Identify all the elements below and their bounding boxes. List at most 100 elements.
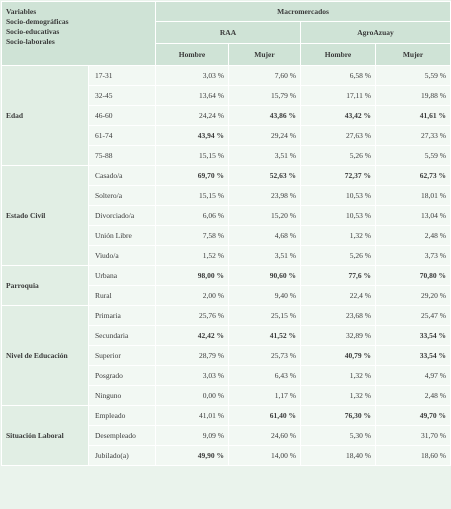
- value-cell: 15,79 %: [228, 85, 301, 106]
- value-cell: 3,03 %: [155, 65, 229, 86]
- value-cell: 15,15 %: [155, 185, 229, 206]
- value-cell: 76,30 %: [300, 405, 376, 426]
- value-cell: 49,90 %: [155, 445, 229, 466]
- gender-header: Hombre: [300, 43, 376, 66]
- row-label: Posgrado: [88, 365, 156, 386]
- value-cell: 2,48 %: [374, 385, 451, 406]
- table-row: Secundaria 42,42 % 41,52 % 32,89 % 33,54 %: [2, 325, 451, 346]
- value-cell: 5,30 %: [300, 425, 376, 446]
- market-header: AgroAzuay: [299, 21, 451, 44]
- value-cell: 29,20 %: [374, 285, 451, 306]
- group-label: Edad: [1, 65, 89, 166]
- value-cell: 43,86 %: [228, 105, 301, 126]
- value-cell: 41,01 %: [155, 405, 229, 426]
- value-cell: 1,52 %: [155, 245, 229, 266]
- table-row: Unión Libre 7,58 % 4,68 % 1,32 % 2,48 %: [2, 225, 451, 246]
- value-cell: 22,4 %: [300, 285, 376, 306]
- header-line: Socio-educativas: [6, 27, 60, 36]
- row-label: Unión Libre: [88, 225, 156, 246]
- variables-header: Variables Socio-demográficas Socio-educa…: [1, 1, 156, 66]
- table-row: Estado Civil Casado/a 69,70 % 52,63 % 72,37 …: [1, 165, 451, 266]
- value-cell: 24,24 %: [155, 105, 229, 126]
- header-line: Socio-laborales: [6, 37, 55, 46]
- value-cell: 23,98 %: [228, 185, 301, 206]
- table-row: Nivel de Educación Primaria 25,76 % 25,15 %…: [1, 305, 451, 406]
- value-cell: 1,17 %: [228, 385, 301, 406]
- value-cell: 43,42 %: [300, 105, 376, 126]
- table-row: Rural 2,00 % 9,40 % 22,4 % 29,20 %: [2, 285, 451, 306]
- table-body: Edad 17-31 3,03 % 7,60 % 6,58 % 5,59 % 32-45 13…: [1, 65, 451, 466]
- market-header: RAA: [155, 21, 301, 44]
- row-label: Primaria: [88, 305, 156, 326]
- value-cell: 15,15 %: [155, 145, 229, 166]
- value-cell: 1,32 %: [300, 225, 376, 246]
- value-cell: 18,60 %: [374, 445, 451, 466]
- value-cell: 41,52 %: [228, 325, 301, 346]
- gender-header: Mujer: [374, 43, 451, 66]
- value-cell: 4,97 %: [374, 365, 451, 386]
- value-cell: 14,00 %: [228, 445, 301, 466]
- value-cell: 70,80 %: [374, 265, 451, 286]
- value-cell: 31,70 %: [374, 425, 451, 446]
- value-cell: 77,6 %: [300, 265, 376, 286]
- gender-header: Hombre: [155, 43, 229, 66]
- value-cell: 18,01 %: [374, 185, 451, 206]
- value-cell: 3,51 %: [228, 145, 301, 166]
- value-cell: 69,70 %: [155, 165, 229, 186]
- value-cell: 43,94 %: [155, 125, 229, 146]
- table-row: Edad 17-31 3,03 % 7,60 % 6,58 % 5,59 %: [1, 65, 451, 166]
- row-label: 17-31: [88, 65, 156, 86]
- value-cell: 9,40 %: [228, 285, 301, 306]
- value-cell: 90,60 %: [228, 265, 301, 286]
- row-label: Soltero/a: [88, 185, 156, 206]
- table-row: 75-88 15,15 % 3,51 % 5,26 % 5,59 %: [2, 145, 451, 166]
- value-cell: 5,26 %: [300, 245, 376, 266]
- value-cell: 19,88 %: [374, 85, 451, 106]
- row-label: 75-88: [88, 145, 156, 166]
- value-cell: 41,61 %: [374, 105, 451, 126]
- value-cell: 1,32 %: [300, 365, 376, 386]
- value-cell: 25,47 %: [374, 305, 451, 326]
- row-label: 32-45: [88, 85, 156, 106]
- value-cell: 6,06 %: [155, 205, 229, 226]
- value-cell: 27,63 %: [300, 125, 376, 146]
- table-row: Jubilado(a) 49,90 % 14,00 % 18,40 % 18,60 %: [2, 445, 451, 466]
- row-label: Jubilado(a): [88, 445, 156, 466]
- value-cell: 42,42 %: [155, 325, 229, 346]
- value-cell: 25,73 %: [228, 345, 301, 366]
- value-cell: 40,79 %: [300, 345, 376, 366]
- row-label: Ninguno: [88, 385, 156, 406]
- value-cell: 27,33 %: [374, 125, 451, 146]
- value-cell: 0,00 %: [155, 385, 229, 406]
- table-row: 61-74 43,94 % 29,24 % 27,63 % 27,33 %: [2, 125, 451, 146]
- value-cell: 2,00 %: [155, 285, 229, 306]
- value-cell: 10,53 %: [300, 205, 376, 226]
- value-cell: 72,37 %: [300, 165, 376, 186]
- row-label: Superior: [88, 345, 156, 366]
- table-row: 46-60 24,24 % 43,86 % 43,42 % 41,61 %: [2, 105, 451, 126]
- value-cell: 32,89 %: [300, 325, 376, 346]
- row-label: Rural: [88, 285, 156, 306]
- value-cell: 3,03 %: [155, 365, 229, 386]
- value-cell: 3,73 %: [374, 245, 451, 266]
- table-header: Variables Socio-demográficas Socio-educa…: [1, 1, 451, 66]
- value-cell: 33,54 %: [374, 325, 451, 346]
- row-label: Viudo/a: [88, 245, 156, 266]
- value-cell: 5,59 %: [374, 145, 451, 166]
- gender-header: Mujer: [228, 43, 301, 66]
- value-cell: 4,68 %: [228, 225, 301, 246]
- value-cell: 98,00 %: [155, 265, 229, 286]
- value-cell: 29,24 %: [228, 125, 301, 146]
- value-cell: 62,73 %: [374, 165, 451, 186]
- value-cell: 13,04 %: [374, 205, 451, 226]
- value-cell: 25,76 %: [155, 305, 229, 326]
- table-row: Superior 28,79 % 25,73 % 40,79 % 33,54 %: [2, 345, 451, 366]
- value-cell: 61,40 %: [228, 405, 301, 426]
- group-label: Nivel de Educación: [1, 305, 89, 406]
- value-cell: 9,09 %: [155, 425, 229, 446]
- value-cell: 17,11 %: [300, 85, 376, 106]
- row-label: 46-60: [88, 105, 156, 126]
- row-label: Urbana: [88, 265, 156, 286]
- row-label: 61-74: [88, 125, 156, 146]
- table-row: Situación Laboral Empleado 41,01 % 61,40 % 7…: [1, 405, 451, 466]
